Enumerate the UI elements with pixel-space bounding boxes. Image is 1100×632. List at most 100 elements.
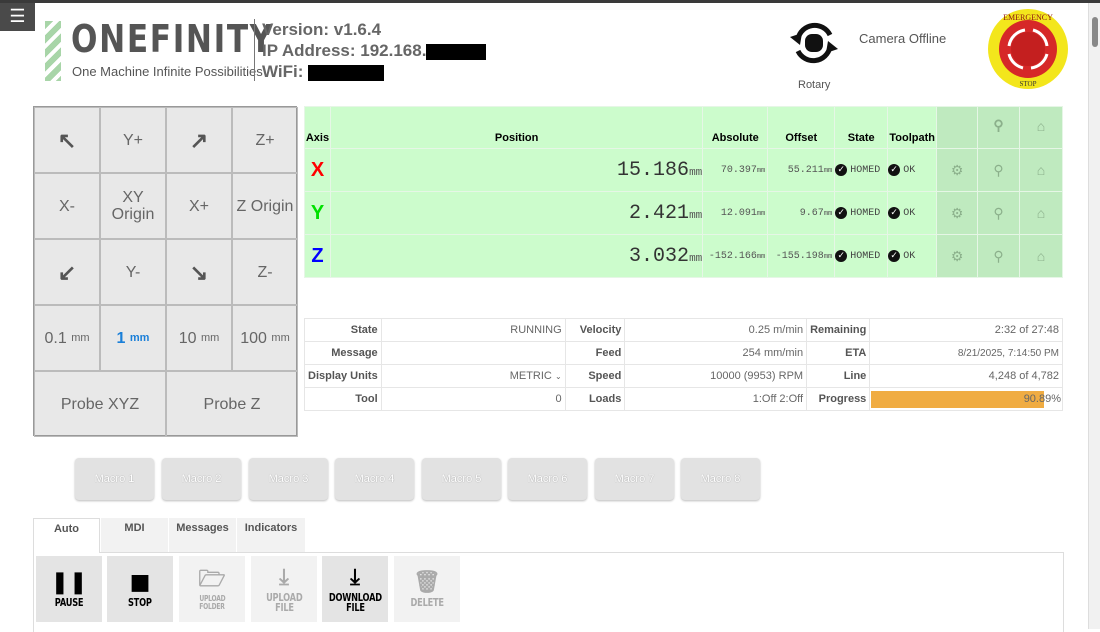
home-icon: ⌂: [1036, 205, 1046, 221]
probe-z-button[interactable]: Probe Z: [166, 371, 298, 437]
tab-mdi[interactable]: MDI: [101, 518, 168, 552]
check-circle-icon: ✓: [888, 207, 901, 219]
step-1-button[interactable]: 1 mm: [100, 305, 166, 371]
macro-3-button[interactable]: Macro 3: [249, 458, 328, 500]
axis-probe-button[interactable]: ⚲: [977, 191, 1021, 235]
macro-1-button[interactable]: Macro 1: [75, 458, 154, 500]
arrow-up-left-icon: ↖: [57, 127, 77, 153]
macro-8-button[interactable]: Macro 8: [681, 458, 760, 500]
header-position: Position: [329, 106, 704, 149]
jog-z-minus-button[interactable]: Z-: [232, 239, 298, 305]
jog-y-plus-button[interactable]: Y+: [100, 107, 166, 173]
map-pin-icon: ⚲: [993, 117, 1004, 133]
state-text: HOMED: [850, 165, 881, 176]
jog-down-left-button[interactable]: ↙: [34, 239, 100, 305]
axis-probe-button[interactable]: ⚲: [977, 234, 1021, 278]
progress-label: Progress: [806, 387, 871, 411]
axis-home-button[interactable]: ⌂: [1019, 234, 1063, 278]
logo-brand: ONEFINITY: [71, 17, 274, 61]
upload-file-button[interactable]: ⤓ UPLOAD FILE: [251, 556, 317, 622]
axis-settings-button[interactable]: ⚙: [936, 234, 979, 278]
tab-indicators[interactable]: Indicators: [237, 518, 305, 552]
arrow-down-right-icon: ↘: [189, 259, 209, 285]
axis-home-button[interactable]: ⌂: [1019, 148, 1063, 192]
xy-origin-button[interactable]: XY Origin: [100, 173, 166, 239]
unit: mm: [689, 166, 703, 179]
delete-button[interactable]: 🗑 DELETE: [394, 556, 460, 622]
step-unit: mm: [271, 331, 290, 344]
speed-value: 10000 (9953) RPM: [624, 364, 808, 388]
eta-value: 8/21/2025, 7:14:50 PM: [869, 341, 1063, 365]
pause-icon: ❚❚: [50, 570, 88, 595]
axis-home-button[interactable]: ⌂: [1019, 191, 1063, 235]
chevron-down-icon: ⌄: [554, 372, 562, 381]
upload-folder-button[interactable]: 🗁 UPLOAD FOLDER: [179, 556, 245, 622]
unit: mm: [823, 209, 833, 218]
header-state: State: [834, 106, 889, 149]
state-cell: ✓ HOMED: [834, 234, 889, 278]
velocity-label: Velocity: [564, 318, 626, 342]
jog-x-minus-button[interactable]: X-: [34, 173, 100, 239]
step-unit: mm: [71, 331, 90, 344]
dro-table: Axis Position Absolute Offset State Tool…: [304, 106, 1063, 278]
upload-file-label-2: FILE: [274, 601, 294, 614]
logo-stripes: [45, 21, 61, 81]
absolute-value: 70.397mm: [702, 148, 769, 192]
remaining-label: Remaining: [806, 318, 871, 342]
scrollbar-thumb[interactable]: [1092, 17, 1098, 47]
header-blank: [936, 106, 979, 149]
tool-value: 0: [380, 387, 566, 411]
z-origin-button[interactable]: Z Origin: [232, 173, 298, 239]
axis-label: X: [304, 148, 331, 192]
jog-x-plus-button[interactable]: X+: [166, 173, 232, 239]
download-file-button[interactable]: ⤓ DOWNLOAD FILE: [322, 556, 388, 622]
tab-auto[interactable]: Auto: [33, 518, 100, 553]
home-all-button[interactable]: ⌂: [1019, 106, 1063, 149]
macro-5-button[interactable]: Macro 5: [422, 458, 501, 500]
line-label: Line: [806, 364, 871, 388]
step-10-button[interactable]: 10 mm: [166, 305, 232, 371]
axis-settings-button[interactable]: ⚙: [936, 148, 979, 192]
download-icon: ⤓: [350, 565, 360, 590]
toolpath-text: OK: [903, 165, 916, 176]
jog-z-plus-button[interactable]: Z+: [232, 107, 298, 173]
jog-down-right-button[interactable]: ↘: [166, 239, 232, 305]
tab-messages[interactable]: Messages: [169, 518, 236, 552]
step-0-1-button[interactable]: 0.1 mm: [34, 305, 100, 371]
loads-label: Loads: [564, 387, 626, 411]
jog-y-minus-button[interactable]: Y-: [100, 239, 166, 305]
menu-button[interactable]: ☰: [0, 3, 35, 31]
page-scrollbar[interactable]: [1088, 3, 1100, 629]
macro-6-button[interactable]: Macro 6: [508, 458, 587, 500]
axis-settings-button[interactable]: ⚙: [936, 191, 979, 235]
delete-label: DELETE: [410, 596, 444, 609]
download-file-label-2: FILE: [345, 601, 365, 614]
offset-value: 9.67mm: [767, 191, 836, 235]
feed-value: 254 mm/min: [624, 341, 808, 365]
emergency-stop-button[interactable]: EMERGENCY STOP: [987, 8, 1069, 90]
probe-all-button[interactable]: ⚲: [977, 106, 1021, 149]
step-100-button[interactable]: 100 mm: [232, 305, 298, 371]
macro-4-button[interactable]: Macro 4: [335, 458, 414, 500]
redacted-ip: [426, 43, 487, 60]
upload-folder-icon: 🗁: [198, 567, 226, 592]
loads-value: 1:Off 2:Off: [624, 387, 808, 411]
map-pin-icon: ⚲: [993, 204, 1004, 221]
axis-probe-button[interactable]: ⚲: [977, 148, 1021, 192]
rotary-button[interactable]: [788, 17, 840, 69]
toolpath-cell: ✓ OK: [887, 191, 938, 235]
probe-xyz-button[interactable]: Probe XYZ: [34, 371, 166, 437]
state-text: HOMED: [850, 208, 881, 219]
status-row: State RUNNING Velocity 0.25 m/min Remain…: [304, 318, 1063, 342]
stop-button[interactable]: ■ STOP: [107, 556, 173, 622]
pause-button[interactable]: ❚❚ PAUSE: [36, 556, 102, 622]
macro-2-button[interactable]: Macro 2: [162, 458, 241, 500]
header-axis: Axis: [304, 106, 331, 149]
download-file-label: DOWNLOAD: [328, 591, 382, 604]
macro-7-button[interactable]: Macro 7: [595, 458, 674, 500]
display-units-select[interactable]: METRIC ⌄: [380, 364, 566, 388]
jog-up-left-button[interactable]: ↖: [34, 107, 100, 173]
onefinity-logo: ONEFINITY One Machine Infinite Possibili…: [45, 17, 272, 83]
jog-up-right-button[interactable]: ↗: [166, 107, 232, 173]
wifi-label: WiFi:: [262, 62, 304, 81]
